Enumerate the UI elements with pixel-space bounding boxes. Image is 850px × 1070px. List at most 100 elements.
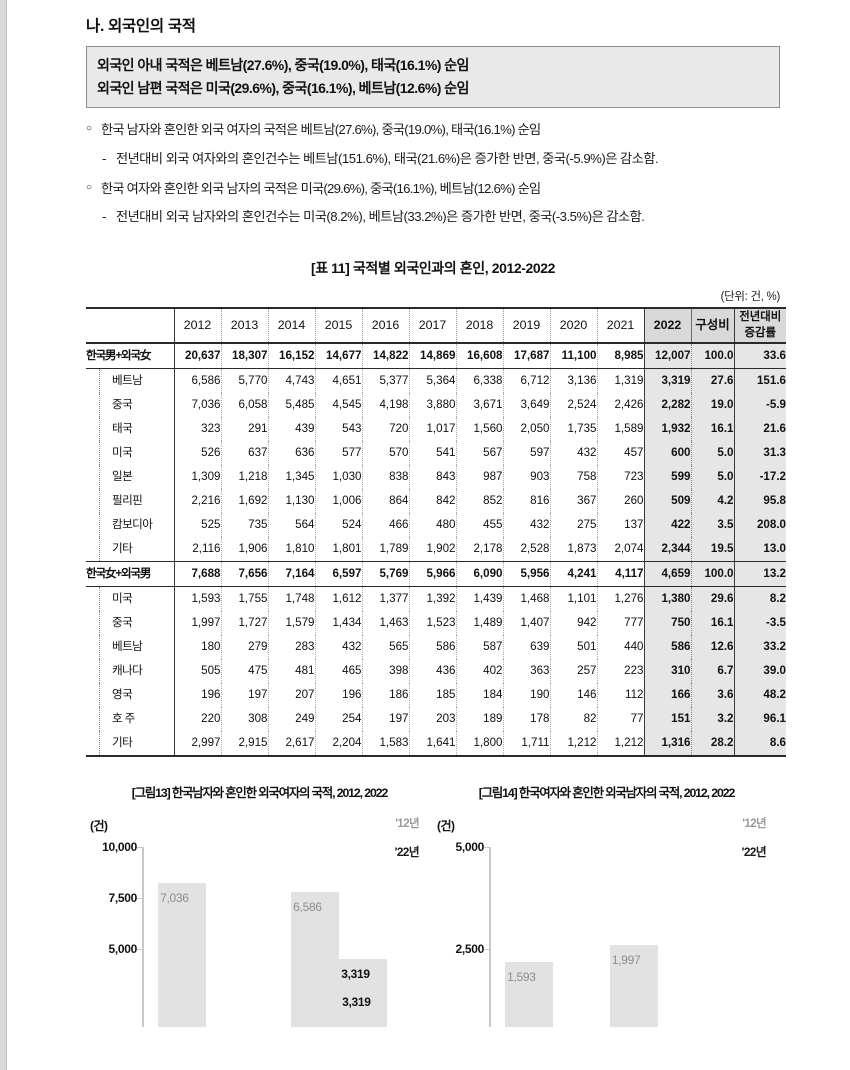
- row-label: 일본: [86, 464, 175, 489]
- cell-year: 3,649: [502, 392, 550, 417]
- bullet-text-4: 전년대비 외국 남자와의 혼인건수는 미국(8.2%), 베트남(33.2%)은…: [116, 209, 645, 225]
- row-label: 필리핀: [86, 488, 175, 513]
- col-header-yoy-line2: 증감률: [744, 327, 776, 340]
- cell-share: 5.0: [690, 440, 734, 465]
- cell-year: 524: [314, 512, 362, 537]
- chart-14-plot-area: 5,000 2,500 1,593 1,997: [455, 840, 774, 1027]
- cell-year: 1,810: [267, 536, 315, 562]
- cell-year: 758: [549, 464, 597, 489]
- cell-year: 184: [455, 682, 503, 707]
- cell-year: 1,006: [314, 488, 362, 513]
- cell-year: 1,873: [549, 536, 597, 562]
- cell-year: 1,392: [408, 586, 456, 611]
- cell-yoy: 31.3: [733, 440, 786, 465]
- row-label-text: 중국: [99, 610, 133, 635]
- cell-year: 2,915: [220, 730, 268, 757]
- cell-year: 7,688: [173, 560, 221, 587]
- legend-item-12: '12년: [395, 817, 419, 830]
- row-label-text: 일본: [99, 464, 133, 489]
- row-label: 한국男+외국女: [86, 342, 175, 369]
- table-row: 캄보디아 525 735 564 524 466 480 455 432 275 137 422 3.5…: [86, 512, 786, 537]
- cell-2022: 166: [643, 682, 691, 707]
- cell-year: 864: [361, 488, 409, 513]
- bar-value-label-22: 3,319: [342, 994, 371, 1009]
- cell-year: 1,439: [455, 586, 503, 611]
- col-header-2012: 2012: [173, 306, 221, 344]
- cell-share: 3.5: [690, 512, 734, 537]
- cell-year: 16,608: [455, 342, 503, 369]
- cell-year: 481: [267, 658, 315, 683]
- cell-year: 2,426: [596, 392, 644, 417]
- table-row: 캐나다 505 475 481 465 398 436 402 363 257 223 310 6.7 3…: [86, 658, 786, 683]
- cell-year: 17,687: [502, 342, 550, 369]
- cell-year: 2,074: [596, 536, 644, 562]
- row-label-text: 캐나다: [99, 658, 143, 683]
- cell-yoy: -5.9: [733, 392, 786, 417]
- cell-share: 19.0: [690, 392, 734, 417]
- table-row: 베트남 180 279 283 432 565 586 587 639 501 440 586 12.6…: [86, 634, 786, 659]
- col-header-2016: 2016: [361, 306, 409, 344]
- table-header-row: 2012 2013 2014 2015 2016 2017 2018 2019 …: [86, 306, 786, 344]
- cell-share: 3.2: [690, 706, 734, 731]
- row-label: 미국: [86, 586, 175, 611]
- cell-year: 4,545: [314, 392, 362, 417]
- cell-year: 903: [502, 464, 550, 489]
- cell-year: 7,036: [173, 392, 221, 417]
- row-label: 미국: [86, 440, 175, 465]
- cell-year: 1,101: [549, 586, 597, 611]
- cell-year: 6,597: [314, 560, 362, 587]
- cell-yoy: 13.2: [733, 560, 786, 587]
- cell-year: 852: [455, 488, 503, 513]
- cell-year: 5,956: [502, 560, 550, 587]
- table-row: 일본 1,309 1,218 1,345 1,030 838 843 987 903 758 723…: [86, 464, 786, 489]
- cell-year: 723: [596, 464, 644, 489]
- cell-year: 816: [502, 488, 550, 513]
- cell-year: 137: [596, 512, 644, 537]
- page-edge-strip: [0, 0, 7, 1070]
- cell-year: 1,906: [220, 536, 268, 562]
- cell-year: 82: [549, 706, 597, 731]
- cell-year: 14,822: [361, 342, 409, 369]
- cell-year: 6,712: [502, 368, 550, 393]
- cell-year: 112: [596, 682, 644, 707]
- cell-year: 526: [173, 440, 221, 465]
- row-label: 베트남: [86, 368, 175, 393]
- cell-year: 196: [173, 682, 221, 707]
- cell-share: 19.5: [690, 536, 734, 562]
- chart-14-y-unit: (건): [437, 818, 455, 833]
- cell-year: 987: [455, 464, 503, 489]
- cell-year: 2,178: [455, 536, 503, 562]
- cell-year: 1,377: [361, 586, 409, 611]
- cell-year: 1,997: [173, 610, 221, 635]
- col-header-2017: 2017: [408, 306, 456, 344]
- page-content: 나. 외국인의 국적 외국인 아내 국적은 베트남(27.6%), 중국(19.…: [86, 0, 786, 1027]
- cell-year: 77: [596, 706, 644, 731]
- dash-bullet-icon: -: [102, 209, 106, 225]
- row-label-text: 캄보디아: [99, 512, 153, 537]
- cell-year: 543: [314, 416, 362, 441]
- chart-body-14: (건) '12년 '22년 5,000 2,500 1,593 1,997: [433, 817, 780, 1027]
- cell-year: 5,769: [361, 560, 409, 587]
- row-label: 영국: [86, 682, 175, 707]
- cell-year: 1,276: [596, 586, 644, 611]
- cell-year: 564: [267, 512, 315, 537]
- cell-year: 1,735: [549, 416, 597, 441]
- cell-2022: 1,380: [643, 586, 691, 611]
- cell-year: 1,800: [455, 730, 503, 757]
- cell-year: 1,593: [173, 586, 221, 611]
- cell-year: 367: [549, 488, 597, 513]
- cell-year: 735: [220, 512, 268, 537]
- cell-year: 1,579: [267, 610, 315, 635]
- cell-year: 466: [361, 512, 409, 537]
- cell-year: 5,770: [220, 368, 268, 393]
- y-axis-tick: 10,000: [102, 839, 143, 854]
- cell-year: 1,212: [549, 730, 597, 757]
- cell-year: 14,677: [314, 342, 362, 369]
- cell-2022: 750: [643, 610, 691, 635]
- chart-body-13: (건) '12년 '22년 10,000 7,500 5,000 7,036 6,586…: [86, 817, 433, 1027]
- cell-year: 189: [455, 706, 503, 731]
- cell-year: 207: [267, 682, 315, 707]
- chart-panel-wives: [그림13] 한국남자와 혼인한 외국여자의 국적, 2012, 2022 (건…: [86, 783, 433, 1027]
- col-header-share: 구성비: [690, 306, 734, 344]
